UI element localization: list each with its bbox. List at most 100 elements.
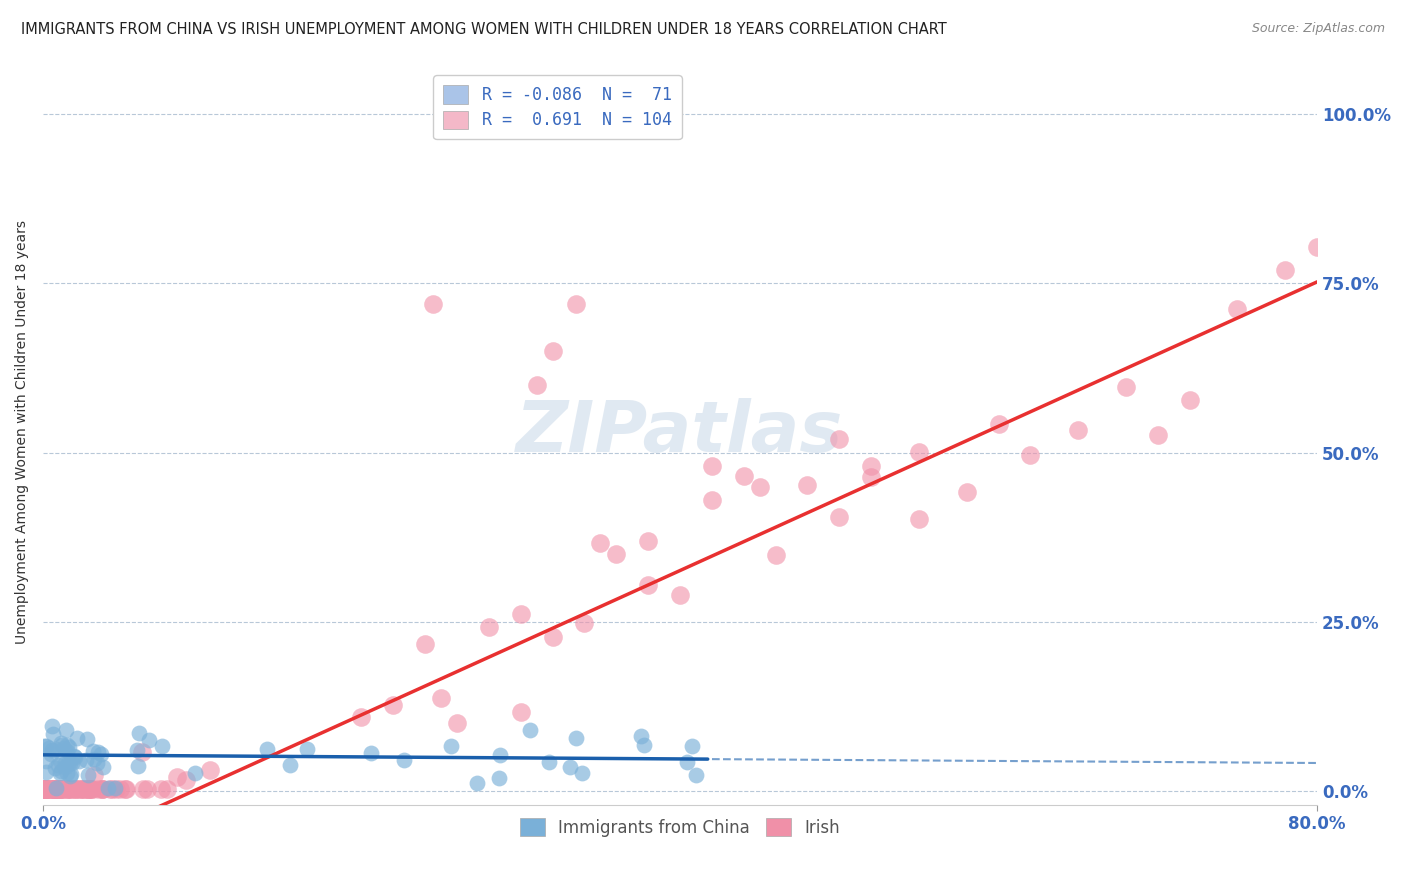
Point <box>48 782 70 797</box>
Point <box>42 782 65 797</box>
Point <box>49 765 72 780</box>
Point <box>34 782 56 797</box>
Legend: Immigrants from China, Irish: Immigrants from China, Irish <box>512 810 849 845</box>
Point <box>589 536 612 550</box>
Point <box>1019 448 1042 462</box>
Point <box>63 749 86 764</box>
Point <box>86 756 108 770</box>
Point <box>41 782 63 797</box>
Point <box>860 459 883 474</box>
Point <box>97 780 120 795</box>
Y-axis label: Unemployment Among Women with Children Under 18 years: Unemployment Among Women with Children U… <box>15 220 30 644</box>
Point <box>41 719 63 733</box>
Point <box>828 432 851 446</box>
Point <box>42 726 65 740</box>
Point <box>150 739 173 754</box>
Point <box>51 738 73 752</box>
Point <box>104 780 127 795</box>
Point <box>53 740 76 755</box>
Point <box>34 739 56 753</box>
Point <box>75 753 97 767</box>
Point <box>166 770 188 784</box>
Point <box>509 706 531 720</box>
Point <box>98 782 121 797</box>
Point <box>56 766 79 780</box>
Point <box>83 752 105 766</box>
Point <box>59 756 82 770</box>
Point <box>571 766 593 780</box>
Point <box>39 747 62 762</box>
Point <box>45 742 67 756</box>
Point <box>733 469 755 483</box>
Point <box>65 782 87 797</box>
Point <box>685 768 707 782</box>
Point <box>509 607 531 622</box>
Point <box>69 782 91 797</box>
Point <box>45 782 67 797</box>
Point <box>700 459 723 474</box>
Point <box>440 739 463 754</box>
Point <box>110 782 132 797</box>
Point <box>908 445 931 459</box>
Point <box>73 782 96 797</box>
Point <box>828 509 851 524</box>
Point <box>42 782 65 797</box>
Point <box>56 782 79 797</box>
Point <box>184 765 207 780</box>
Point <box>413 637 436 651</box>
Point <box>748 479 770 493</box>
Point <box>59 769 82 783</box>
Point <box>59 767 82 781</box>
Point <box>114 782 136 797</box>
Point <box>1147 427 1170 442</box>
Point <box>56 744 79 758</box>
Point <box>605 547 627 561</box>
Point <box>38 782 60 797</box>
Point <box>51 782 73 797</box>
Point <box>127 759 149 773</box>
Point <box>58 782 80 797</box>
Point <box>34 782 56 797</box>
Point <box>1115 380 1137 394</box>
Point <box>637 578 659 592</box>
Point <box>765 548 787 562</box>
Point <box>60 782 83 797</box>
Point <box>34 782 56 797</box>
Point <box>91 782 114 797</box>
Point <box>60 756 83 771</box>
Point <box>41 742 63 756</box>
Point <box>66 731 89 745</box>
Point <box>52 782 75 797</box>
Text: ZIPatlas: ZIPatlas <box>516 398 844 467</box>
Text: Source: ZipAtlas.com: Source: ZipAtlas.com <box>1251 22 1385 36</box>
Point <box>174 773 197 788</box>
Point <box>51 755 73 769</box>
Point <box>987 417 1010 431</box>
Point <box>676 755 699 769</box>
Point <box>56 756 79 770</box>
Point <box>560 760 582 774</box>
Point <box>537 755 560 769</box>
Point <box>34 782 56 797</box>
Point <box>42 782 65 797</box>
Point <box>83 767 105 781</box>
Point <box>796 477 818 491</box>
Point <box>295 742 318 756</box>
Point <box>908 511 931 525</box>
Point <box>1067 423 1090 437</box>
Point <box>35 782 58 797</box>
Point <box>56 782 79 797</box>
Point <box>45 780 67 795</box>
Point <box>69 782 91 797</box>
Point <box>392 753 415 767</box>
Point <box>132 782 155 797</box>
Point <box>35 765 58 780</box>
Point <box>127 743 149 757</box>
Point <box>1306 240 1329 254</box>
Point <box>90 747 112 762</box>
Point <box>526 377 548 392</box>
Point <box>156 782 179 797</box>
Point <box>87 745 110 759</box>
Point <box>76 731 98 746</box>
Point <box>75 782 97 797</box>
